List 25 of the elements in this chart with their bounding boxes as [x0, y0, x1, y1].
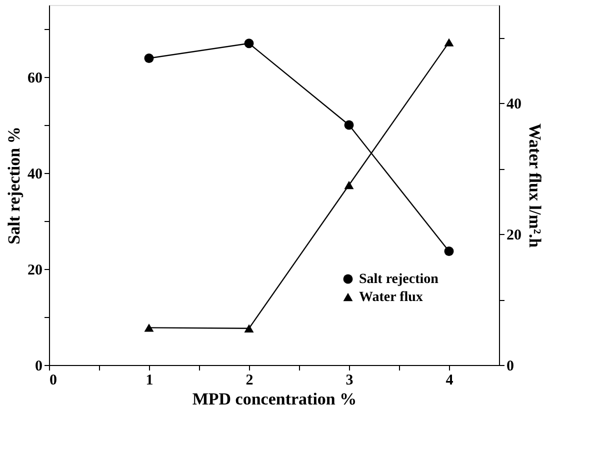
x-tick-label: 0	[50, 372, 57, 388]
point	[144, 324, 154, 332]
legend-label: Salt rejection	[359, 272, 439, 287]
point	[344, 180, 354, 190]
point	[244, 324, 254, 332]
point	[444, 246, 454, 256]
y-tick-label: 60	[28, 70, 42, 86]
y-axis-title: Salt rejection %	[4, 126, 24, 244]
y2-axis-title: Water flux l/m².h	[526, 123, 544, 248]
y-tick-label: 0	[35, 358, 42, 374]
y-tick-label: 20	[28, 262, 42, 278]
x-tick-label: 3	[346, 372, 354, 388]
x-tick-label: 1	[146, 372, 154, 388]
y2-tick-label: 20	[506, 228, 522, 244]
x-axis-title: MPD concentration %	[192, 390, 357, 408]
point	[444, 38, 454, 46]
y2-tick-label: 40	[506, 96, 522, 113]
x-tick-label: 2	[246, 372, 254, 388]
x-tick-label: 4	[446, 372, 454, 388]
y-tick-label: 40	[28, 166, 42, 182]
y2-tick-label: 0	[506, 358, 514, 374]
point	[144, 54, 154, 64]
point	[244, 38, 254, 48]
legend-label: Water flux	[359, 290, 423, 305]
point	[344, 120, 354, 130]
